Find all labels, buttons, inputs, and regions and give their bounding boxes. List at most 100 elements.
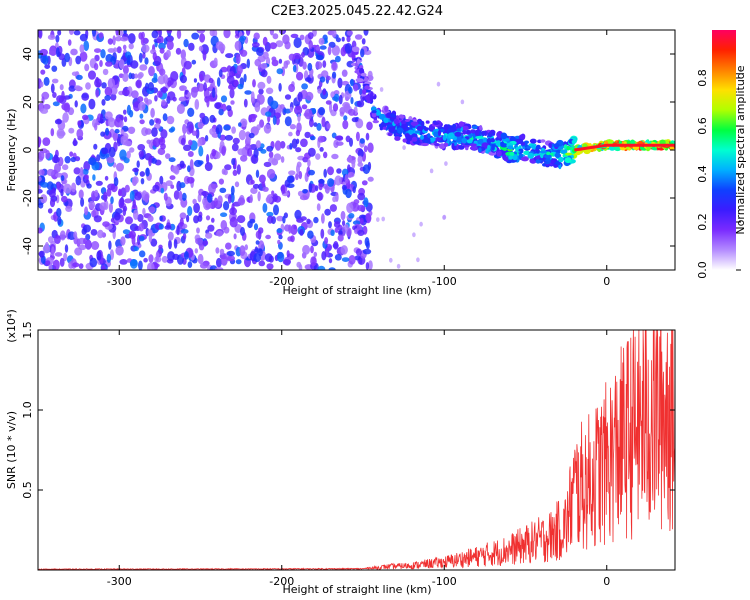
noise-blob	[38, 176, 42, 182]
noise-blob	[70, 48, 78, 56]
noise-blob	[307, 159, 311, 167]
noise-blob	[335, 141, 344, 146]
signal-blob	[564, 157, 572, 164]
noise-blob	[95, 180, 103, 186]
noise-blob	[202, 240, 209, 246]
noise-blob	[112, 132, 118, 142]
noise-blob	[68, 30, 74, 35]
noise-blob	[337, 234, 344, 242]
noise-blob	[353, 199, 360, 205]
noise-blob	[271, 190, 275, 196]
noise-blob	[159, 175, 164, 185]
noise-blob	[262, 186, 269, 192]
noise-blob	[359, 138, 365, 144]
noise-blob	[265, 234, 271, 240]
signal-blob	[443, 124, 449, 131]
noise-blob	[288, 83, 295, 93]
noise-blob	[230, 185, 235, 196]
noise-blob	[322, 60, 327, 68]
noise-blob	[288, 170, 296, 176]
noise-blob	[51, 65, 58, 72]
noise-blob	[151, 127, 158, 137]
noise-blob	[269, 42, 277, 50]
x-tick-label: -300	[107, 575, 132, 588]
noise-blob	[236, 164, 241, 175]
signal-blob	[389, 116, 396, 120]
noise-blob	[295, 173, 299, 181]
noise-blob	[48, 236, 54, 244]
signal-blob	[458, 145, 465, 150]
signal-blob	[535, 159, 541, 164]
noise-blob	[179, 182, 186, 189]
signal-blob	[352, 46, 360, 53]
noise-blob	[310, 135, 316, 141]
signal-blob	[495, 140, 502, 147]
noise-blob	[293, 37, 302, 49]
noise-blob	[396, 263, 401, 269]
noise-blob	[281, 66, 285, 77]
signal-blob	[470, 129, 476, 134]
noise-blob	[166, 115, 175, 125]
noise-blob	[136, 160, 140, 168]
noise-blob	[301, 104, 308, 110]
noise-blob	[250, 187, 258, 194]
noise-blob	[124, 184, 130, 193]
noise-blob	[214, 151, 221, 159]
signal-blob	[420, 135, 424, 140]
noise-blob	[64, 156, 71, 164]
noise-blob	[181, 192, 187, 201]
noise-blob	[348, 255, 356, 265]
noise-blob	[75, 55, 82, 65]
noise-blob	[327, 178, 335, 187]
signal-blob	[420, 142, 429, 147]
noise-blob	[227, 255, 235, 262]
noise-blob	[307, 32, 314, 40]
noise-blob	[255, 140, 261, 149]
noise-blob	[51, 246, 55, 257]
noise-blob	[288, 53, 296, 61]
signal-blob	[443, 142, 449, 147]
noise-blob	[179, 85, 185, 91]
noise-blob	[290, 33, 299, 39]
noise-blob	[94, 189, 99, 198]
noise-blob	[124, 198, 133, 204]
noise-blob	[266, 75, 272, 84]
noise-blob	[94, 48, 102, 53]
noise-blob	[79, 44, 85, 53]
noise-blob	[232, 169, 238, 176]
noise-blob	[218, 69, 223, 78]
noise-blob	[48, 50, 57, 56]
noise-blob	[289, 106, 293, 113]
noise-blob	[107, 183, 116, 191]
noise-blob	[63, 183, 72, 194]
noise-blob	[148, 156, 152, 167]
noise-blob	[186, 176, 195, 184]
noise-blob	[366, 121, 373, 131]
noise-blob	[219, 187, 227, 193]
x-tick-label: -300	[107, 275, 132, 288]
noise-blob	[258, 248, 263, 257]
noise-blob	[199, 112, 206, 119]
noise-blob	[44, 64, 51, 69]
noise-blob	[141, 44, 150, 53]
noise-blob	[71, 182, 77, 193]
noise-blob	[361, 180, 368, 186]
noise-blob	[334, 135, 343, 141]
noise-blob	[240, 49, 248, 57]
noise-blob	[327, 166, 334, 176]
noise-blob	[52, 259, 60, 270]
noise-blob	[183, 60, 192, 70]
noise-blob	[252, 79, 256, 88]
noise-blob	[259, 119, 265, 128]
noise-blob	[201, 191, 209, 196]
noise-blob	[159, 68, 166, 76]
noise-blob	[282, 34, 290, 45]
noise-blob	[265, 87, 274, 95]
noise-blob	[73, 167, 81, 175]
noise-blob	[267, 215, 274, 224]
noise-blob	[100, 49, 106, 59]
noise-blob	[290, 224, 298, 235]
noise-blob	[273, 153, 282, 161]
noise-blob	[279, 104, 285, 110]
noise-blob	[38, 150, 45, 161]
